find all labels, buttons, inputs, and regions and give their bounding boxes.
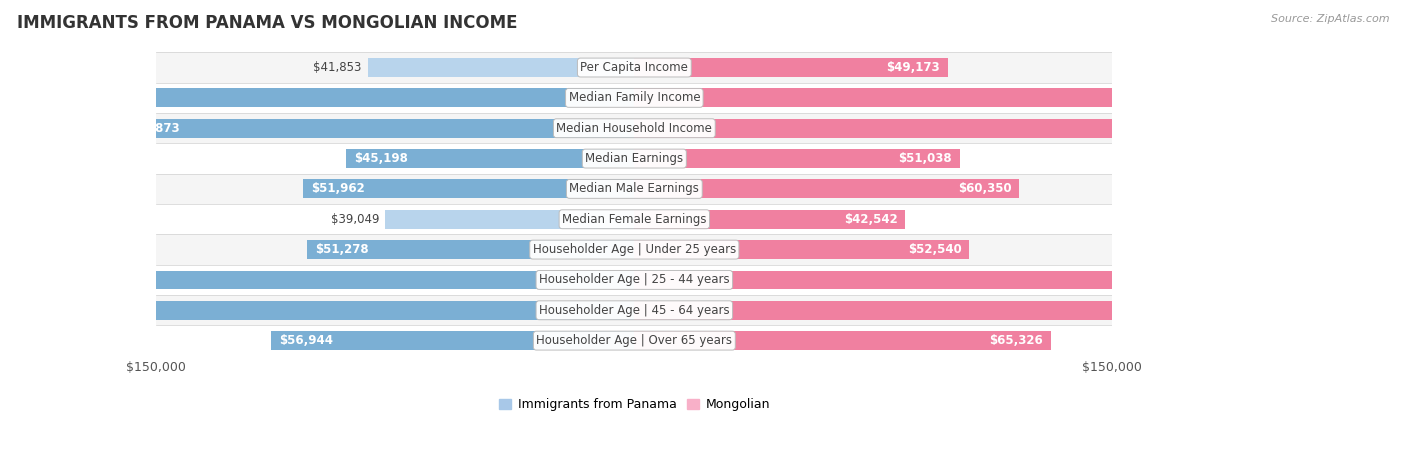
Text: Householder Age | Over 65 years: Householder Age | Over 65 years — [536, 334, 733, 347]
Text: Source: ZipAtlas.com: Source: ZipAtlas.com — [1271, 14, 1389, 24]
Bar — [634, 119, 1233, 138]
Text: Median Family Income: Median Family Income — [568, 92, 700, 105]
Legend: Immigrants from Panama, Mongolian: Immigrants from Panama, Mongolian — [494, 393, 775, 416]
Bar — [37, 301, 634, 320]
Bar — [156, 113, 1112, 143]
Bar — [25, 88, 634, 107]
Text: $51,278: $51,278 — [315, 243, 368, 256]
Bar — [156, 52, 1112, 83]
Bar — [120, 119, 634, 138]
Text: Median Household Income: Median Household Income — [557, 122, 713, 134]
Text: $104,578: $104,578 — [1232, 274, 1294, 286]
Text: Householder Age | Under 25 years: Householder Age | Under 25 years — [533, 243, 735, 256]
Text: $114,553: $114,553 — [1295, 92, 1357, 105]
Bar — [346, 149, 634, 168]
Bar — [156, 265, 1112, 295]
Bar — [634, 270, 1301, 290]
Bar — [304, 179, 634, 198]
Text: Median Male Earnings: Median Male Earnings — [569, 183, 699, 195]
Bar — [65, 270, 634, 290]
Text: $93,815: $93,815 — [44, 304, 98, 317]
Bar — [156, 234, 1112, 265]
Text: $93,971: $93,971 — [1173, 122, 1226, 134]
Bar — [156, 174, 1112, 204]
Text: $111,602: $111,602 — [1277, 304, 1339, 317]
Bar — [634, 331, 1050, 350]
Text: $39,049: $39,049 — [332, 213, 380, 226]
Text: $49,173: $49,173 — [887, 61, 941, 74]
Bar — [634, 210, 905, 229]
Text: $95,647: $95,647 — [32, 92, 86, 105]
Text: $56,944: $56,944 — [278, 334, 333, 347]
Bar — [156, 325, 1112, 356]
Text: $45,198: $45,198 — [354, 152, 408, 165]
Text: Householder Age | 25 - 44 years: Householder Age | 25 - 44 years — [538, 274, 730, 286]
Text: Per Capita Income: Per Capita Income — [581, 61, 689, 74]
Text: Householder Age | 45 - 64 years: Householder Age | 45 - 64 years — [538, 304, 730, 317]
Bar — [634, 301, 1346, 320]
Bar — [634, 88, 1364, 107]
Text: Median Earnings: Median Earnings — [585, 152, 683, 165]
Text: $80,873: $80,873 — [127, 122, 180, 134]
Text: $42,542: $42,542 — [844, 213, 898, 226]
Bar — [634, 149, 960, 168]
Bar — [156, 143, 1112, 174]
Bar — [634, 240, 969, 259]
Bar — [156, 83, 1112, 113]
Text: $60,350: $60,350 — [957, 183, 1011, 195]
Text: Median Female Earnings: Median Female Earnings — [562, 213, 707, 226]
Bar — [634, 58, 948, 77]
Bar — [271, 331, 634, 350]
Text: $52,540: $52,540 — [908, 243, 962, 256]
Text: IMMIGRANTS FROM PANAMA VS MONGOLIAN INCOME: IMMIGRANTS FROM PANAMA VS MONGOLIAN INCO… — [17, 14, 517, 32]
Bar — [385, 210, 634, 229]
Bar — [634, 179, 1019, 198]
Text: $41,853: $41,853 — [314, 61, 361, 74]
Bar — [156, 204, 1112, 234]
Text: $51,962: $51,962 — [311, 183, 364, 195]
Bar — [308, 240, 634, 259]
Text: $65,326: $65,326 — [990, 334, 1043, 347]
Bar — [367, 58, 634, 77]
Text: $51,038: $51,038 — [898, 152, 952, 165]
Text: $89,451: $89,451 — [72, 274, 125, 286]
Bar — [156, 295, 1112, 325]
